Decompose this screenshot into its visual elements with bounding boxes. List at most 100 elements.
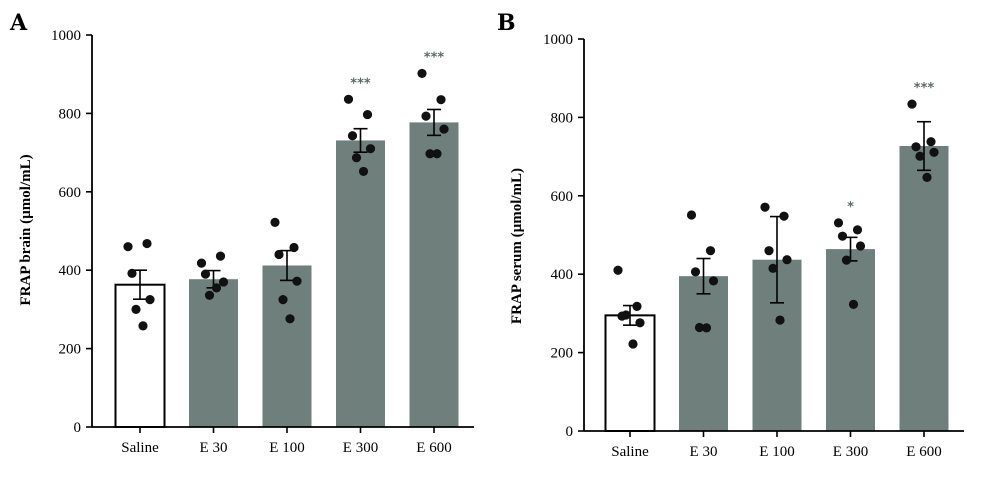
y-tick-label: 800 [59,106,82,122]
data-point [365,144,376,154]
data-point [425,149,435,159]
data-point [915,151,925,161]
data-point [621,310,631,320]
data-point [613,265,623,275]
bar-e-300 [336,140,385,427]
bar-e-30 [679,276,728,431]
y-tick-label: 0 [74,420,82,436]
error-bar [427,108,441,137]
significance-marker: *** [424,50,445,65]
significance-marker: * [847,200,854,215]
panel-letter-b: B [497,10,516,36]
data-point [922,172,932,182]
data-point [929,147,939,157]
data-point [127,268,137,278]
bar-e-100 [262,265,312,427]
data-point [760,202,770,212]
x-tick-label: E 300 [833,444,868,460]
data-point [138,321,148,331]
y-tick-label: 400 [551,267,574,283]
error-bar [353,127,368,154]
data-point [278,295,288,305]
data-point [779,211,789,221]
data-point [196,258,207,268]
data-point [200,269,211,279]
data-point [852,225,863,235]
data-point [285,314,295,324]
data-point [632,301,642,311]
data-point [848,299,859,309]
data-point [274,249,284,260]
data-point [142,238,152,249]
data-point [131,304,141,314]
data-point [855,241,866,251]
data-point [833,218,844,228]
data-point [768,263,778,273]
data-point [204,290,215,300]
chart-panel-serum: Saline E 30 E 100 * E 300 *** E 600 0 200 400 600 8… [543,32,964,460]
x-tick-label: E 600 [416,440,451,456]
x-tick-label: E 100 [759,444,794,460]
data-point [705,246,716,256]
panel-letter-a: A [9,10,28,36]
data-point [362,109,373,120]
chart-panel-brain: Saline E 30 E 100 *** E 300 *** E 600 0 200 400 60… [51,28,474,456]
y-axis-label-brain: FRAP brain (µmol/mL) [18,154,34,305]
bar-e-300 [826,249,875,431]
significance-marker: *** [350,76,371,91]
y-tick-label: 600 [59,185,82,201]
data-point [764,246,774,256]
y-tick-label: 1000 [543,32,573,48]
data-point [694,322,705,333]
x-tick-label: E 30 [690,444,718,460]
x-tick-label: E 100 [269,440,304,456]
data-point [351,153,362,163]
x-tick-label: Saline [611,444,649,460]
data-point [211,283,222,293]
data-point [782,255,792,265]
data-point [347,131,358,141]
axes [583,39,964,432]
data-point [421,111,431,121]
bar-e-600 [899,146,949,432]
data-point [145,295,155,305]
data-point [123,242,133,252]
y-axis-label-serum: FRAP serum (µmol/mL) [509,168,525,324]
data-point [708,276,719,286]
error-bar [696,257,711,295]
data-point [417,68,427,79]
bar-e-600 [409,122,459,427]
data-point [343,94,354,104]
data-point [926,137,936,147]
bar-saline [114,283,166,429]
data-point [358,166,369,177]
data-point [701,323,712,333]
data-point [911,142,921,152]
y-tick-label: 200 [59,342,82,358]
data-point [292,276,302,286]
x-tick-label: E 600 [906,444,941,460]
y-tick-label: 0 [566,424,574,440]
x-tick-label: E 30 [200,440,228,456]
y-tick-label: 400 [59,263,82,279]
data-point [635,318,645,328]
axes [91,35,474,428]
data-point [686,210,697,220]
data-point [289,242,299,253]
data-point [690,267,701,277]
bar-saline [604,314,656,432]
error-bar [917,120,931,172]
data-point [907,99,917,109]
data-point [628,339,638,349]
data-point [215,251,226,261]
data-point [841,255,852,265]
data-point [837,231,848,241]
significance-marker: *** [914,81,935,96]
x-tick-label: Saline [121,440,159,456]
data-point [432,149,442,159]
data-point [436,95,446,105]
y-tick-label: 800 [551,110,574,126]
data-point [218,277,229,287]
y-tick-label: 600 [551,189,574,205]
